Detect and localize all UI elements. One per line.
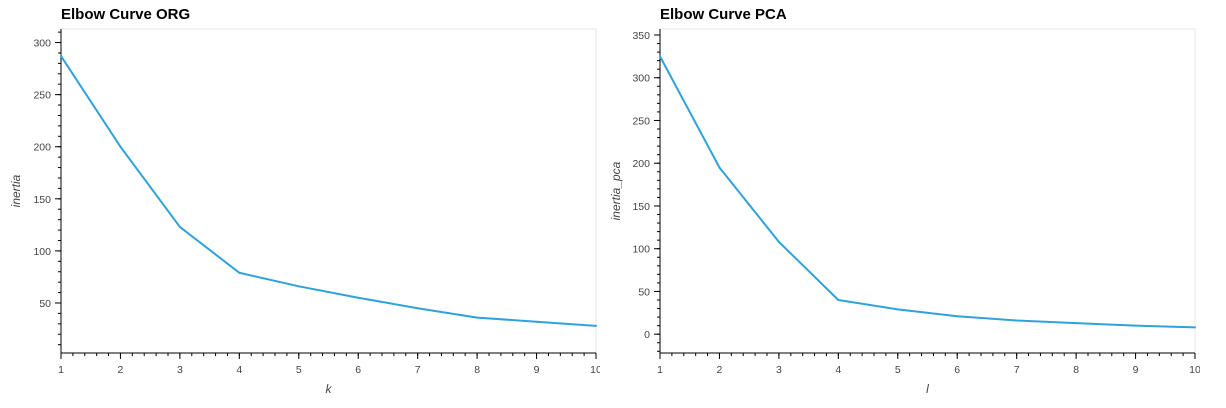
chart-panel-pca: Elbow Curve PCA 1 2 3 4 5 6 7 8 9 10 0 50 100 150 200 2… <box>600 0 1200 408</box>
chart-title: Elbow Curve PCA <box>660 6 787 23</box>
chart-org: 1 2 3 4 5 6 7 8 9 10 50 100 150 200 250 300 k inertia <box>9 28 600 396</box>
data-point <box>416 307 419 310</box>
plot-frame <box>659 28 1196 354</box>
y-tick-label: 350 <box>632 30 650 42</box>
x-axis-label: k <box>326 382 333 396</box>
x-tick-label: 5 <box>296 364 302 376</box>
x-tick-label: 2 <box>118 364 124 376</box>
y-tick-label: 150 <box>33 194 51 206</box>
x-tick-label: 4 <box>835 364 841 376</box>
series-line <box>659 55 1196 329</box>
data-point <box>956 315 959 318</box>
y-tick-label: 200 <box>33 142 51 154</box>
x-tick-label: 8 <box>474 364 480 376</box>
x-tick-label: 10 <box>590 364 600 376</box>
x-tick-label: 3 <box>177 364 183 376</box>
y-tick-label: 100 <box>33 246 51 258</box>
x-tick-label: 2 <box>717 364 723 376</box>
data-point <box>1015 319 1018 322</box>
y-tick-label: 50 <box>638 286 650 298</box>
x-tick-label: 9 <box>534 364 540 376</box>
plot-frame <box>60 28 597 354</box>
x-tick-label: 1 <box>58 364 64 376</box>
chart-pca: 1 2 3 4 5 6 7 8 9 10050100150200250300350linertia… <box>609 28 1200 396</box>
data-point <box>357 296 360 299</box>
data-point <box>659 55 661 58</box>
x-tick-label: 10 <box>1189 364 1200 376</box>
x-tick-label: 7 <box>415 364 421 376</box>
y-tick-label: 0 <box>644 329 650 341</box>
y-tick-label: 300 <box>33 38 51 50</box>
data-point <box>837 298 840 301</box>
y-tick-label: 200 <box>632 158 650 170</box>
data-point <box>718 166 721 169</box>
x-axis-label: l <box>926 382 929 396</box>
data-point <box>1134 324 1137 327</box>
x-tick-label: 9 <box>1133 364 1139 376</box>
series-line <box>60 55 597 327</box>
x-tick-label: 8 <box>1073 364 1079 376</box>
data-point <box>1194 326 1196 329</box>
data-point <box>1075 322 1078 325</box>
chart-panel-org: Elbow Curve ORG 1 2 3 4 5 6 7 8 9 10 50 100 150 200 25… <box>0 0 600 408</box>
y-tick-label: 100 <box>632 244 650 256</box>
data-point <box>297 285 300 288</box>
y-tick-label: 150 <box>632 201 650 213</box>
y-axis-label: inertia_pca <box>609 161 623 220</box>
data-point <box>896 308 899 311</box>
x-tick-label: 7 <box>1014 364 1020 376</box>
data-point <box>476 316 479 319</box>
y-tick-label: 300 <box>632 73 650 85</box>
x-tick-label: 5 <box>895 364 901 376</box>
data-point <box>535 320 538 323</box>
data-point <box>60 55 62 58</box>
data-point <box>178 225 181 228</box>
y-axis-label: inertia <box>9 174 23 207</box>
y-tick-label: 250 <box>33 90 51 102</box>
y-tick-label: 50 <box>39 298 51 310</box>
x-tick-label: 1 <box>657 364 663 376</box>
x-tick-label: 6 <box>355 364 361 376</box>
data-point <box>119 145 122 148</box>
x-tick-label: 4 <box>236 364 242 376</box>
chart-title: Elbow Curve ORG <box>61 6 191 23</box>
x-tick-label: 6 <box>954 364 960 376</box>
data-point <box>238 271 241 274</box>
x-tick-label: 3 <box>776 364 782 376</box>
data-point <box>777 240 780 243</box>
data-point <box>595 324 597 327</box>
y-tick-label: 250 <box>632 115 650 127</box>
